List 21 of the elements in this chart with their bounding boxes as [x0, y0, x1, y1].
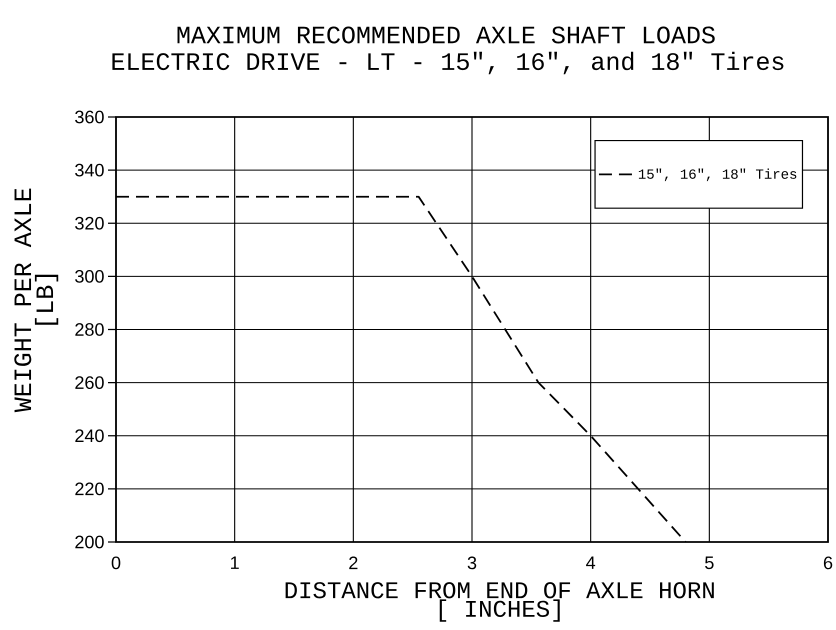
- legend-label: 15″, 16″, 18″ Tires: [638, 168, 796, 182]
- y-tick-label: 220: [75, 482, 104, 496]
- x-tick-label: 0: [112, 556, 120, 570]
- y-tick-label: 340: [75, 164, 104, 176]
- y-tick-label: 260: [75, 376, 104, 389]
- chart-title: MAXIMUM RECOMMENDED AXLE SHAFT LOADS: [178, 26, 715, 44]
- x-tick-label: 1: [231, 556, 239, 569]
- y-tick-label: 280: [75, 323, 104, 336]
- y-axis-title: WEIGHT PER AXLE [LB]: [14, 188, 58, 412]
- x-axis-title: DISTANCE FROM END OF AXLE HORN [ INCHES]: [286, 582, 714, 622]
- y-tick-label: 360: [75, 110, 104, 124]
- x-tick-label: 5: [705, 556, 714, 570]
- y-tick-label: 300: [75, 270, 104, 283]
- y-tick-label: 240: [75, 429, 104, 442]
- x-tick-label: 4: [586, 556, 596, 569]
- x-tick-label: 2: [349, 556, 358, 570]
- y-tick-label: 320: [75, 216, 104, 230]
- chart-subtitle: ELECTRIC DRIVE - LT - 15″, 16″, and 18″ Tires: [112, 52, 784, 74]
- x-tick-label: 6: [824, 556, 832, 570]
- x-tick-label: 3: [468, 556, 476, 570]
- y-tick-label: 200: [75, 536, 104, 548]
